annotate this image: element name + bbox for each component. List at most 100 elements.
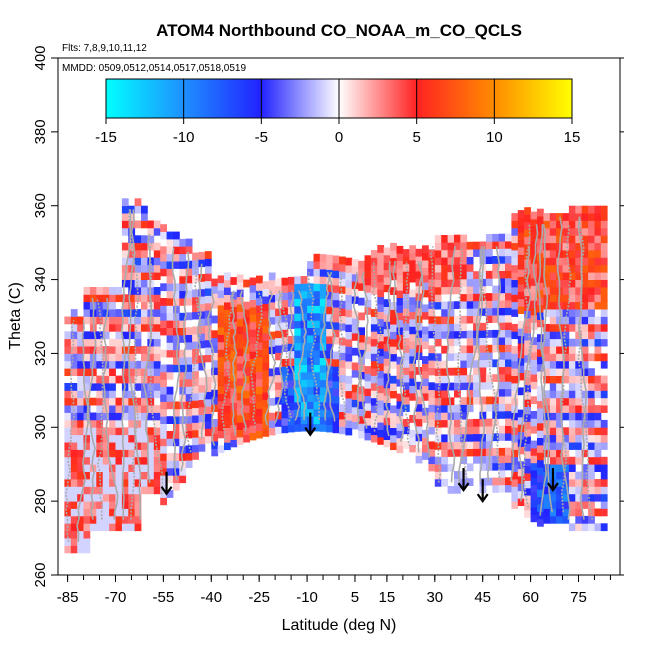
heat-cell xyxy=(600,397,608,406)
heat-cell xyxy=(89,338,97,347)
heat-cell xyxy=(524,487,531,496)
heat-cell xyxy=(556,368,563,376)
heat-cell xyxy=(358,327,365,336)
heat-cell xyxy=(402,441,410,449)
heat-cell xyxy=(326,269,333,278)
heat-cell xyxy=(581,360,589,369)
heat-cell xyxy=(575,375,583,384)
heat-cell xyxy=(562,515,570,524)
heat-cell xyxy=(192,326,199,335)
heat-cell xyxy=(594,434,602,443)
heat-cell xyxy=(64,353,72,362)
heat-cell xyxy=(549,508,557,517)
heat-cell xyxy=(192,392,199,401)
heat-cell xyxy=(581,250,589,258)
heat-cell xyxy=(89,493,97,502)
heat-cell xyxy=(505,307,512,316)
heat-cell xyxy=(77,449,84,458)
heat-cell xyxy=(141,250,148,258)
heat-cell xyxy=(600,220,608,229)
heat-cell xyxy=(498,300,506,308)
heat-cell xyxy=(517,261,525,270)
heat-cell xyxy=(377,326,385,334)
heat-cell xyxy=(492,256,500,264)
heat-cell xyxy=(517,239,525,248)
heat-cell xyxy=(153,360,161,369)
heat-cell xyxy=(377,318,385,327)
heat-cell xyxy=(160,327,167,336)
heat-cell xyxy=(185,334,193,343)
heat-cell xyxy=(447,257,455,265)
heat-cell xyxy=(460,434,468,442)
heat-cell xyxy=(109,427,116,436)
heat-cell xyxy=(562,360,570,369)
heat-cell xyxy=(466,286,474,294)
heat-cell xyxy=(524,458,531,467)
heat-cell xyxy=(600,264,608,273)
heat-cell xyxy=(83,301,91,310)
heat-cell xyxy=(594,205,602,214)
heat-cell xyxy=(204,435,212,444)
heat-cell xyxy=(134,419,142,428)
heat-cell xyxy=(390,287,397,295)
heat-cell xyxy=(402,337,410,346)
heat-cell xyxy=(351,369,359,378)
heat-cell xyxy=(511,301,519,310)
heat-cell xyxy=(268,420,276,428)
heat-cell xyxy=(511,272,519,280)
heat-cell xyxy=(505,477,512,486)
heat-cell xyxy=(102,383,110,391)
x-tick-label: 45 xyxy=(474,589,491,606)
heat-cell xyxy=(530,514,538,523)
heat-cell xyxy=(179,283,187,292)
heat-cell xyxy=(281,292,289,301)
heat-cell xyxy=(377,348,385,357)
heat-cell xyxy=(588,464,595,472)
heat-cell xyxy=(262,355,270,363)
heat-cell xyxy=(198,281,206,290)
heat-cell xyxy=(217,371,225,380)
heat-cell xyxy=(377,333,385,342)
heat-cell xyxy=(96,397,104,406)
heat-cell xyxy=(166,386,174,395)
heat-cell xyxy=(370,368,378,376)
profile-trace xyxy=(457,246,469,483)
heat-cell xyxy=(549,287,557,295)
heat-cell xyxy=(377,259,385,268)
heat-cell xyxy=(524,450,531,459)
heat-cell xyxy=(498,314,506,323)
profile-trace xyxy=(372,261,382,432)
heat-cell xyxy=(351,414,359,422)
heat-cell xyxy=(562,235,570,244)
heat-cell xyxy=(109,419,116,428)
heat-cell xyxy=(192,311,199,320)
y-tick-label: 300 xyxy=(32,415,49,440)
heat-cell xyxy=(422,260,429,268)
heat-cell xyxy=(77,501,84,509)
heat-cell xyxy=(77,338,84,347)
heat-cell xyxy=(562,220,570,229)
heat-cell xyxy=(153,242,161,251)
heat-cell xyxy=(121,227,129,236)
heat-cell xyxy=(441,301,448,310)
heat-cell xyxy=(364,343,372,352)
heat-cell xyxy=(96,479,104,487)
heat-cell xyxy=(121,331,129,340)
heat-cell xyxy=(524,369,531,378)
heat-cell xyxy=(549,323,557,332)
heat-cell xyxy=(109,508,116,517)
heat-cell xyxy=(562,346,570,354)
heat-cell xyxy=(134,434,142,443)
heat-cell xyxy=(390,375,397,384)
heat-cell xyxy=(294,283,302,292)
heat-cell xyxy=(588,309,595,317)
heat-cell xyxy=(300,423,308,432)
heat-cell xyxy=(256,401,263,409)
heat-cell xyxy=(479,278,487,287)
heat-cell xyxy=(409,333,417,342)
heat-cell xyxy=(134,316,142,325)
colorbar-tick-label: 10 xyxy=(486,129,503,146)
heat-cell xyxy=(581,235,589,244)
heat-cell xyxy=(485,433,493,442)
heat-cell xyxy=(537,230,544,239)
